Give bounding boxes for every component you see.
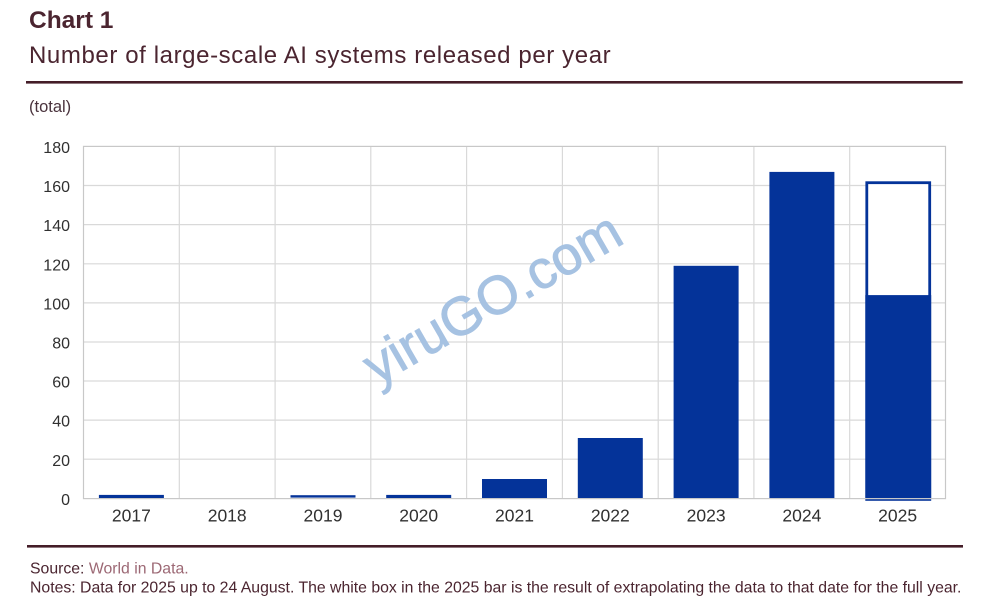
- svg-text:(total): (total): [29, 98, 71, 116]
- svg-text:120: 120: [43, 257, 70, 274]
- svg-text:80: 80: [52, 336, 70, 353]
- svg-text:Notes: Data for 2025 up to 24: Notes: Data for 2025 up to 24 August. Th…: [30, 580, 961, 597]
- svg-text:2017: 2017: [112, 506, 151, 526]
- svg-text:2019: 2019: [304, 506, 343, 526]
- svg-text:0: 0: [61, 492, 70, 509]
- svg-text:2022: 2022: [591, 506, 630, 526]
- svg-text:160: 160: [43, 179, 70, 196]
- svg-text:100: 100: [43, 297, 70, 314]
- svg-text:Chart 1: Chart 1: [29, 7, 113, 34]
- svg-text:2020: 2020: [399, 506, 438, 526]
- svg-text:2025: 2025: [878, 506, 917, 526]
- svg-text:140: 140: [43, 218, 70, 235]
- svg-text:180: 180: [43, 140, 70, 157]
- svg-text:2023: 2023: [687, 506, 726, 526]
- svg-text:40: 40: [52, 414, 70, 431]
- svg-text:60: 60: [52, 375, 70, 392]
- svg-text:Number of large-scale AI syste: Number of large-scale AI systems release…: [29, 42, 611, 69]
- svg-text:2021: 2021: [495, 506, 534, 526]
- svg-text:2018: 2018: [208, 506, 247, 526]
- svg-text:20: 20: [52, 453, 70, 470]
- svg-text:Source: World in Data.: Source: World in Data.: [30, 561, 189, 578]
- svg-text:2024: 2024: [782, 506, 821, 526]
